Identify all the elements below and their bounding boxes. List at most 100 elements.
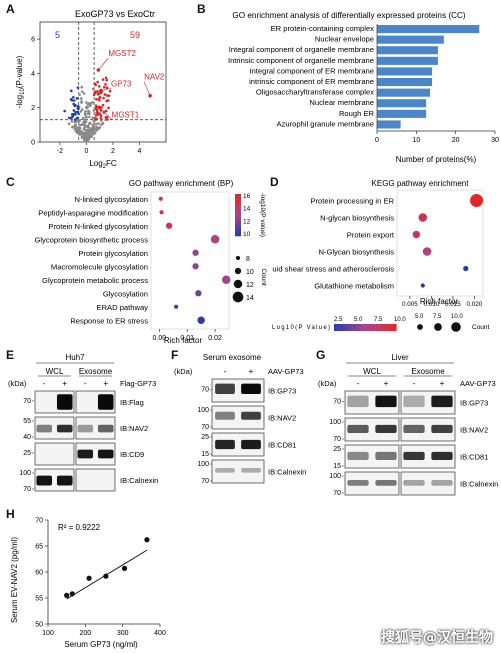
go-bp-colorbar-segment bbox=[235, 212, 241, 216]
kegg-colorbar-segment bbox=[391, 324, 394, 331]
go-cc-category-label: Nuclear envelope bbox=[315, 35, 374, 44]
go-cc-bars: ER protein-containing complex Nuclear env… bbox=[228, 24, 499, 144]
blot-treatment-label: Flag-GP73 bbox=[120, 379, 156, 388]
volcano-point bbox=[82, 131, 86, 134]
volcano-down-count: 5 bbox=[55, 30, 60, 40]
blot-membrane bbox=[344, 471, 400, 496]
blot-row-label: IB:Flag bbox=[120, 398, 144, 407]
blot-band bbox=[431, 395, 453, 408]
blot-title: Serum exosome bbox=[203, 353, 262, 362]
kegg-colorbar-segment bbox=[362, 324, 366, 331]
go-bp-size-legend-label: 10 bbox=[246, 269, 254, 276]
volcano-label-leader bbox=[100, 88, 112, 91]
volcano-point-label: GP73 bbox=[111, 80, 132, 89]
volcano-ytick-label: 2 bbox=[31, 105, 35, 112]
go-bp-colorbar-segment bbox=[235, 227, 241, 230]
blot-membrane bbox=[211, 432, 265, 457]
kegg-colorbar-segment bbox=[341, 324, 345, 331]
blot-lane-sign: + bbox=[440, 379, 445, 388]
blot-marker: 70 bbox=[23, 398, 31, 405]
volcano-point bbox=[80, 123, 84, 127]
kegg-colorbar-segment bbox=[339, 324, 342, 331]
volcano-point bbox=[98, 96, 101, 100]
volcano-ytick-label: 0 bbox=[31, 140, 35, 147]
volcano-point bbox=[97, 122, 100, 125]
blot-membrane bbox=[34, 442, 75, 466]
go-cc-bar bbox=[377, 56, 438, 65]
blot-band bbox=[215, 411, 235, 420]
go-bp-size-legend-dot bbox=[233, 279, 243, 289]
volcano-axes: -2 0 2 4 0 2 4 6 bbox=[31, 22, 166, 155]
go-bp-size-legend-title: Count bbox=[260, 268, 267, 286]
volcano-point bbox=[63, 109, 66, 113]
volcano-point-up bbox=[105, 86, 109, 90]
volcano-point bbox=[78, 133, 81, 136]
go-bp-plot-area bbox=[150, 191, 230, 330]
kegg-colorbar-segment bbox=[383, 324, 387, 331]
go-cc-bar bbox=[377, 46, 438, 55]
volcano-point bbox=[70, 119, 74, 123]
volcano-point bbox=[88, 121, 92, 125]
volcano-point bbox=[99, 119, 103, 122]
go-bp-bubble bbox=[165, 222, 173, 229]
volcano-point bbox=[75, 97, 79, 100]
volcano-point bbox=[85, 139, 89, 143]
kegg-size-legend-dot bbox=[451, 322, 461, 332]
volcano-point-up bbox=[102, 85, 106, 89]
volcano-points bbox=[63, 76, 112, 143]
volcano-point bbox=[88, 103, 92, 107]
kegg-xtick-label: 0.005 bbox=[402, 301, 418, 308]
go-bp-colorbar-segment bbox=[235, 219, 241, 222]
volcano-point bbox=[92, 109, 96, 112]
blot-band bbox=[403, 424, 425, 433]
blot-group-label: WCL bbox=[363, 367, 381, 376]
go-cc-category-label: Intrinsic component of organelle membran… bbox=[228, 56, 374, 65]
kegg-xtick-label: 0.015 bbox=[445, 301, 461, 308]
blot-marker: 70 bbox=[23, 486, 31, 493]
kegg-category-label: N-Glycan biosynthesis bbox=[318, 248, 394, 257]
go-bp-category-label: ERAD pathway bbox=[97, 303, 149, 312]
volcano-point bbox=[70, 116, 73, 120]
volcano-point bbox=[91, 116, 95, 120]
volcano-point bbox=[91, 132, 95, 136]
volcano-point-up bbox=[104, 83, 107, 86]
kegg-category-label: Protein export bbox=[347, 231, 395, 240]
correlation-point bbox=[144, 537, 150, 543]
go-bp-colorbar-segment bbox=[235, 194, 241, 197]
blot-kda-label: (kDa) bbox=[8, 379, 27, 388]
volcano-up-count: 59 bbox=[130, 30, 140, 40]
blot-group-label: Exosome bbox=[79, 367, 113, 376]
volcano-point bbox=[81, 116, 85, 120]
blot-band bbox=[36, 475, 53, 486]
panel-label-c: C bbox=[6, 175, 15, 189]
kegg-colorbar-segment bbox=[344, 324, 348, 331]
blot-lane-sign: + bbox=[384, 379, 389, 388]
volcano-point bbox=[95, 129, 99, 132]
correlation-r2: R² = 0.9222 bbox=[58, 523, 101, 532]
volcano-point bbox=[80, 108, 84, 111]
go-bp-size-legend-label: 8 bbox=[246, 256, 250, 263]
volcano-point-up bbox=[96, 90, 99, 93]
correlation-point bbox=[64, 592, 70, 598]
blot-membrane bbox=[344, 444, 400, 469]
panel-label-e: E bbox=[6, 348, 15, 362]
volcano-ylabel: -log10(P-value) bbox=[15, 55, 26, 108]
blot-membrane bbox=[75, 416, 116, 440]
volcano-point bbox=[79, 97, 83, 100]
kegg-colorbar-segment bbox=[357, 324, 361, 331]
kegg-colorbar-segment bbox=[354, 324, 358, 331]
volcano-point bbox=[72, 112, 76, 116]
kegg-size-legend-dot bbox=[434, 323, 442, 331]
blot-marker: 100 bbox=[197, 407, 209, 414]
blot-marker: 55 bbox=[23, 418, 31, 425]
kegg-colorbar-segment bbox=[373, 324, 376, 331]
blot-band bbox=[431, 451, 453, 460]
kegg-plot-area bbox=[396, 189, 484, 297]
blot-membrane bbox=[400, 471, 456, 496]
correlation-point bbox=[103, 573, 109, 579]
volcano-point bbox=[94, 122, 98, 126]
volcano-point-up bbox=[97, 93, 100, 96]
volcano-point bbox=[77, 112, 80, 116]
correlation-points: 100 200 300 400 50 55 60 65 70 bbox=[35, 518, 166, 638]
go-bp-colorbar-segment bbox=[235, 225, 241, 228]
